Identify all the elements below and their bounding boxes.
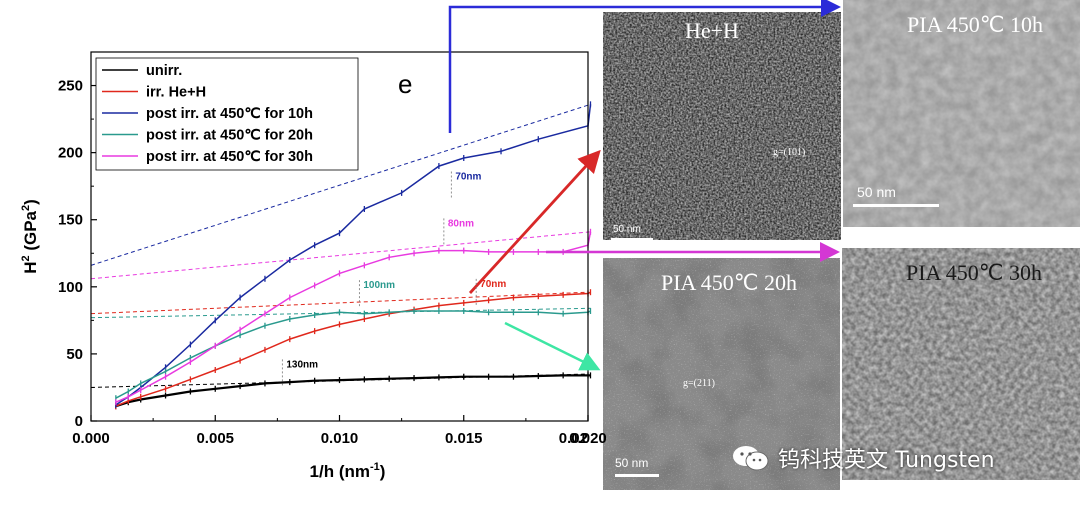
legend-label-3: post irr. at 450℃ for 20h bbox=[146, 128, 313, 144]
fit-line-3 bbox=[90, 307, 591, 319]
y-tick-label: 200 bbox=[58, 145, 83, 162]
watermark-text: 钨科技英文 Tungsten bbox=[778, 448, 995, 473]
legend-label-2: post irr. at 450℃ for 10h bbox=[146, 106, 313, 122]
legend-label-1: irr. He+H bbox=[146, 85, 206, 101]
wechat-icon bbox=[732, 444, 770, 472]
y-tick-label: 100 bbox=[58, 279, 83, 296]
x-axis-label: 1/h (nm-1) bbox=[310, 461, 386, 481]
legend-label-0: unirr. bbox=[146, 63, 182, 79]
arrow-to-pia-10h bbox=[448, 0, 841, 133]
arrow-to-pia-20h bbox=[504, 321, 601, 371]
pia-10h-title: PIA 450℃ 10h bbox=[907, 12, 1043, 37]
series-line-0 bbox=[115, 374, 591, 408]
series-line-4 bbox=[115, 231, 592, 403]
y-tick-label: 250 bbox=[58, 78, 83, 95]
he-h-g-vector: g=(101) bbox=[773, 147, 806, 158]
fit-line-2 bbox=[90, 103, 591, 266]
pia-20h-scale-label: 50 nm bbox=[615, 456, 649, 470]
y-tick-label: 0 bbox=[75, 413, 83, 430]
he-h-scale-label: 50 nm bbox=[613, 224, 641, 235]
arrow-to-he-h bbox=[468, 149, 601, 294]
x-tick-label: 0.02 bbox=[559, 430, 588, 447]
pia-20h-title: PIA 450℃ 20h bbox=[661, 270, 797, 295]
x-tick-label: 0.020 bbox=[569, 430, 607, 447]
x-tick-label: 0.010 bbox=[321, 430, 359, 447]
pia-10h-scale-bar bbox=[853, 204, 939, 207]
series-line-3 bbox=[115, 310, 591, 399]
annotation-label-1: 70nm bbox=[480, 279, 506, 290]
pia-30h-title: PIA 450℃ 30h bbox=[906, 260, 1042, 285]
pia-20h-g-vector: g=(211) bbox=[683, 378, 715, 389]
legend-box bbox=[95, 57, 359, 171]
annotation-label-4: 80nm bbox=[448, 218, 474, 229]
fit-line-1 bbox=[90, 291, 589, 315]
watermark: 钨科技英文 Tungsten bbox=[732, 442, 995, 474]
tem-image-pia-30h: PIA 450℃ 30h bbox=[842, 248, 1080, 480]
fit-line-4 bbox=[90, 231, 591, 280]
tem-image-he-h: He+H g=(101) 50 nm bbox=[603, 12, 841, 240]
x-tick-label: 0.015 bbox=[445, 430, 483, 447]
panel-label: e bbox=[398, 69, 412, 99]
series-line-1 bbox=[115, 291, 591, 407]
he-h-title: He+H bbox=[685, 18, 739, 43]
x-tick-label: 0.000 bbox=[72, 430, 110, 447]
pia-20h-scale-bar bbox=[615, 474, 659, 477]
annotation-label-0: 130nm bbox=[286, 359, 318, 370]
y-tick-label: 50 bbox=[66, 346, 83, 363]
annotation-label-3: 100nm bbox=[363, 280, 395, 291]
legend-label-4: post irr. at 450℃ for 30h bbox=[146, 149, 313, 165]
x-tick-label: 0.005 bbox=[196, 430, 234, 447]
tem-image-pia-10h: PIA 450℃ 10h 50 nm bbox=[843, 0, 1080, 227]
tem-image-pia-20h: PIA 450℃ 20h g=(211) 50 nm bbox=[603, 258, 840, 490]
y-axis-label: H2 (GPa2) bbox=[20, 199, 40, 274]
he-h-scale-bar bbox=[611, 238, 653, 240]
annotation-label-2: 70nm bbox=[455, 171, 481, 182]
pia-10h-scale-label: 50 nm bbox=[857, 184, 896, 200]
y-tick-label: 150 bbox=[58, 212, 83, 229]
